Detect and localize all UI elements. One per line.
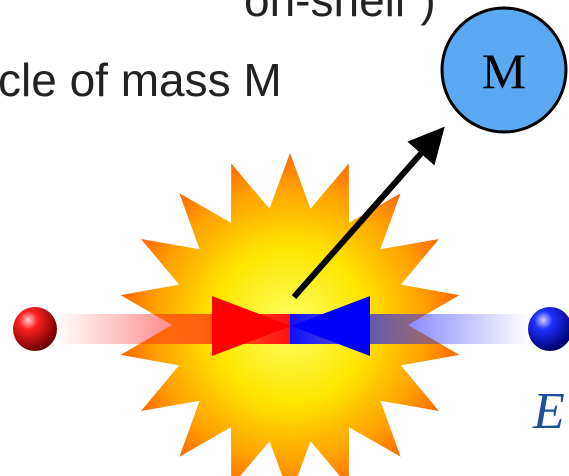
diagram: on-shell”) cle of mass M M E — [0, 0, 569, 476]
page: {"text_lines": ["on-shell”)", "cle of ma… — [0, 0, 569, 476]
energy-label: E — [532, 383, 565, 440]
text-line: cle of mass M — [0, 54, 282, 106]
red-particle — [13, 307, 57, 351]
text-line: on-shell”) — [244, 0, 436, 26]
blue-particle — [528, 307, 569, 351]
particle-label: M — [482, 43, 526, 99]
